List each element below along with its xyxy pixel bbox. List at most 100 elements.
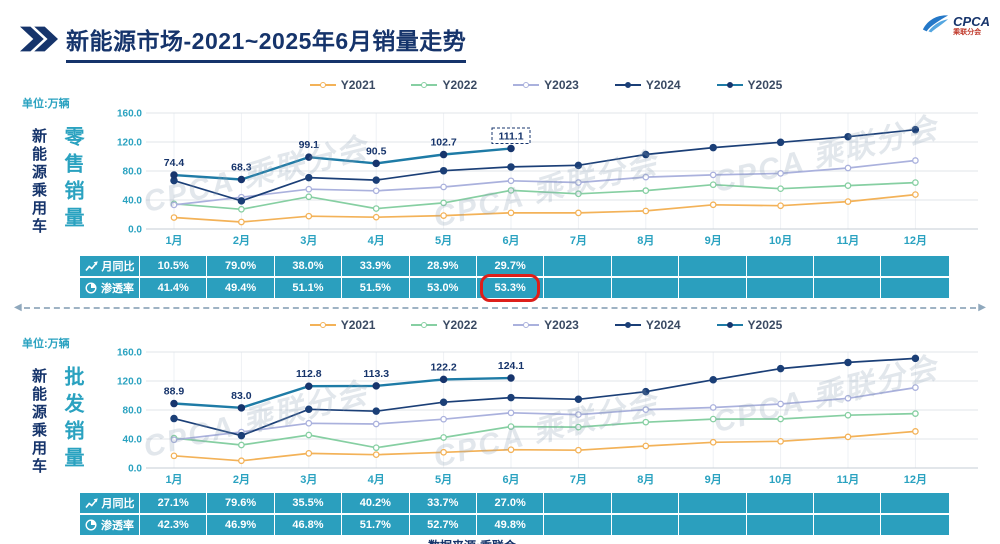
gauge-icon [85,282,97,294]
stat-cell: 42.3% [140,515,208,535]
svg-text:11月: 11月 [837,234,860,247]
legend-item-y2022: Y2022 [411,318,477,332]
stat-cell [611,515,680,535]
stat-cell: 27.1% [140,493,208,513]
stat-cell: 27.0% [476,493,545,513]
legend-item-y2024: Y2024 [614,78,681,92]
svg-text:7月: 7月 [570,234,587,247]
stats-row-月同比: 月同比 10.5% 79.0% 38.0% 33.9% 28.9% 29.7% [80,256,950,276]
trend-icon [84,497,98,509]
svg-text:120.0: 120.0 [117,138,142,149]
legend-item-y2025: Y2025 [716,318,782,332]
stats-row-渗透率: 渗透率 41.4% 49.4% 51.1% 51.5% 53.0% 53.3% [80,274,950,302]
wholesale-unit-label: 单位:万辆 [22,338,70,350]
footer-source: 数据来源:乘联会 [428,537,516,544]
stat-cell [544,515,612,535]
retail-group-label: 新能源乘用车 [30,128,47,236]
svg-text:8月: 8月 [637,473,654,486]
svg-text:3月: 3月 [300,234,317,247]
stat-cell [813,278,882,298]
stat-cell: 51.7% [342,515,410,535]
cpca-logo-text: CPCA [953,14,990,29]
stat-cell: 53.3% [476,274,545,302]
legend-item-y2023: Y2023 [513,318,579,332]
retail-unit-label: 单位:万辆 [22,98,70,110]
legend-item-y2022: Y2022 [411,78,477,92]
stat-cell [746,515,814,535]
svg-text:120.0: 120.0 [117,377,142,388]
stat-cell: 49.4% [207,278,275,298]
cpca-logo-subtext: 乘联分会 [953,28,982,36]
section-divider: ◀ ▶ [14,303,986,313]
gauge-icon [85,519,97,531]
svg-text:6月: 6月 [502,473,519,486]
wholesale-sales-chart: 0.0 40.0 80.0 120.0 160.0 1月 2月 3月 4月 5月 6月 7月 8月 9月 1… [117,348,978,486]
legend-item-y2024: Y2024 [614,318,681,332]
svg-text:74.4: 74.4 [164,157,185,169]
svg-text:99.1: 99.1 [299,139,320,151]
svg-text:3月: 3月 [300,473,317,486]
svg-text:83.0: 83.0 [231,390,252,402]
stat-cell [881,278,949,298]
stat-cell [881,256,949,276]
svg-text:0.0: 0.0 [128,225,142,236]
svg-text:10月: 10月 [769,473,792,486]
stat-cell [544,493,612,513]
stat-cell: 33.7% [409,493,477,513]
stat-cell: 29.7% [476,256,545,276]
stat-cell: 51.5% [342,278,410,298]
svg-text:5月: 5月 [435,234,452,247]
stat-cell [544,256,612,276]
stat-cell: 46.8% [274,515,343,535]
svg-text:12月: 12月 [904,473,927,486]
stat-cell: 53.0% [409,278,477,298]
stat-cell [679,493,747,513]
svg-text:6月: 6月 [502,234,519,247]
legend-item-y2021: Y2021 [309,318,375,332]
svg-text:88.9: 88.9 [164,386,185,398]
stats-row-月同比: 月同比 27.1% 79.6% 35.5% 40.2% 33.7% 27.0% [80,493,950,513]
stat-cell [679,256,747,276]
stat-cell: 35.5% [274,493,343,513]
stat-cell [611,256,680,276]
svg-text:1月: 1月 [165,473,182,486]
cpca-logo: CPCA 乘联分会 [921,12,990,39]
svg-text:40.0: 40.0 [123,196,143,207]
svg-text:1月: 1月 [165,234,182,247]
retail-stats-table: 月同比 10.5% 79.0% 38.0% 33.9% 28.9% 29.7% 渗透率 41.4… [80,256,950,302]
stat-cell [813,256,882,276]
stat-cell [544,278,612,298]
legend-item-y2025: Y2025 [716,78,782,92]
retail-chart-legend: Y2021 Y2022 Y2023 Y2024 Y2025 [106,78,986,92]
svg-text:4月: 4月 [368,234,385,247]
svg-text:0.0: 0.0 [128,464,142,475]
svg-text:5月: 5月 [435,473,452,486]
wholesale-group-label: 新能源乘用车 [30,368,47,476]
legend-item-y2023: Y2023 [513,78,579,92]
stat-cell: 51.1% [274,278,343,298]
svg-text:111.1: 111.1 [498,130,523,142]
stat-cell: 79.6% [207,493,275,513]
svg-text:112.8: 112.8 [296,368,322,380]
left-arrow-icon: ◀ [14,302,22,313]
wholesale-stats-table: 月同比 27.1% 79.6% 35.5% 40.2% 33.7% 27.0% 渗透率 42.3… [80,493,950,537]
stat-cell [813,493,882,513]
right-arrow-icon: ▶ [978,302,986,313]
stat-cell [881,515,949,535]
stats-row-渗透率: 渗透率 42.3% 46.9% 46.8% 51.7% 52.7% 49.8% [80,515,950,535]
svg-text:90.5: 90.5 [366,145,387,157]
row-label-cell: 渗透率 [80,278,140,298]
svg-text:12月: 12月 [904,234,927,247]
row-label-cell: 渗透率 [80,515,140,535]
stat-cell: 49.8% [476,515,545,535]
svg-text:124.1: 124.1 [498,360,524,372]
svg-text:9月: 9月 [705,473,722,486]
stat-cell [611,493,680,513]
svg-text:80.0: 80.0 [123,406,143,417]
stat-cell: 52.7% [409,515,477,535]
svg-text:2月: 2月 [233,473,250,486]
retail-metric-label: 零售销量 [61,126,83,234]
retail-sales-chart: 0.0 40.0 80.0 120.0 160.0 1月 2月 3月 4月 5月 6月 7月 8月 9月 1… [117,109,978,247]
legend-item-y2021: Y2021 [309,78,375,92]
